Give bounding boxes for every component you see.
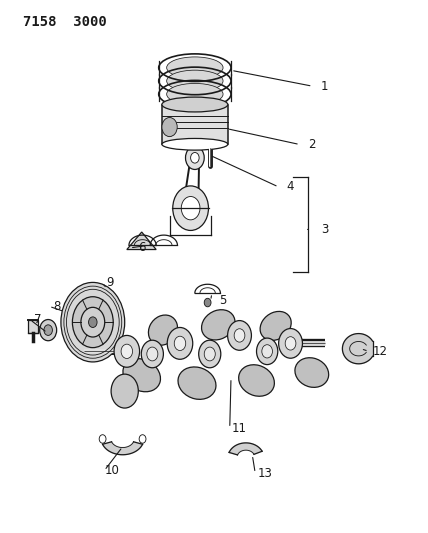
Ellipse shape: [162, 139, 228, 150]
Circle shape: [61, 282, 125, 362]
Text: 2: 2: [308, 138, 315, 151]
Circle shape: [40, 319, 56, 341]
Circle shape: [199, 340, 221, 368]
Circle shape: [89, 317, 97, 327]
Circle shape: [228, 320, 251, 350]
Ellipse shape: [162, 97, 228, 112]
Circle shape: [72, 297, 113, 348]
Text: 6: 6: [138, 241, 146, 254]
Text: 9: 9: [106, 276, 113, 289]
Text: 4: 4: [287, 181, 294, 193]
Polygon shape: [103, 442, 143, 455]
Circle shape: [167, 327, 193, 359]
Circle shape: [181, 197, 200, 220]
Text: 5: 5: [219, 294, 226, 308]
Circle shape: [114, 335, 140, 367]
Ellipse shape: [149, 315, 178, 345]
Ellipse shape: [239, 365, 274, 396]
Ellipse shape: [123, 359, 160, 392]
Circle shape: [262, 345, 273, 358]
Circle shape: [185, 146, 204, 169]
Text: 13: 13: [258, 467, 273, 480]
Ellipse shape: [295, 358, 329, 387]
Text: 10: 10: [104, 464, 119, 477]
Text: 11: 11: [232, 422, 247, 435]
Polygon shape: [229, 443, 262, 455]
Circle shape: [204, 298, 211, 307]
Text: 1: 1: [321, 80, 328, 93]
Circle shape: [141, 340, 163, 368]
Circle shape: [279, 328, 303, 358]
Text: 7: 7: [34, 313, 41, 326]
Text: 8: 8: [53, 300, 60, 313]
Ellipse shape: [202, 310, 235, 340]
Circle shape: [44, 325, 52, 335]
Circle shape: [285, 337, 296, 350]
FancyBboxPatch shape: [28, 319, 39, 333]
Text: 3: 3: [321, 223, 328, 236]
Ellipse shape: [166, 57, 223, 78]
Circle shape: [190, 152, 199, 163]
Circle shape: [121, 344, 133, 359]
Polygon shape: [162, 104, 228, 144]
Circle shape: [99, 435, 106, 443]
Circle shape: [204, 347, 215, 361]
Circle shape: [139, 435, 146, 443]
Ellipse shape: [166, 84, 223, 105]
Polygon shape: [127, 232, 156, 249]
Circle shape: [173, 186, 208, 230]
Circle shape: [81, 308, 105, 337]
Text: 7158  3000: 7158 3000: [23, 14, 107, 29]
Circle shape: [162, 117, 177, 136]
Circle shape: [111, 374, 138, 408]
Circle shape: [256, 338, 278, 365]
Ellipse shape: [166, 70, 223, 92]
Circle shape: [147, 347, 158, 361]
Circle shape: [234, 329, 245, 342]
Ellipse shape: [260, 311, 291, 341]
Polygon shape: [342, 334, 372, 364]
Circle shape: [174, 336, 186, 351]
Text: 12: 12: [372, 345, 387, 358]
Ellipse shape: [178, 367, 216, 399]
